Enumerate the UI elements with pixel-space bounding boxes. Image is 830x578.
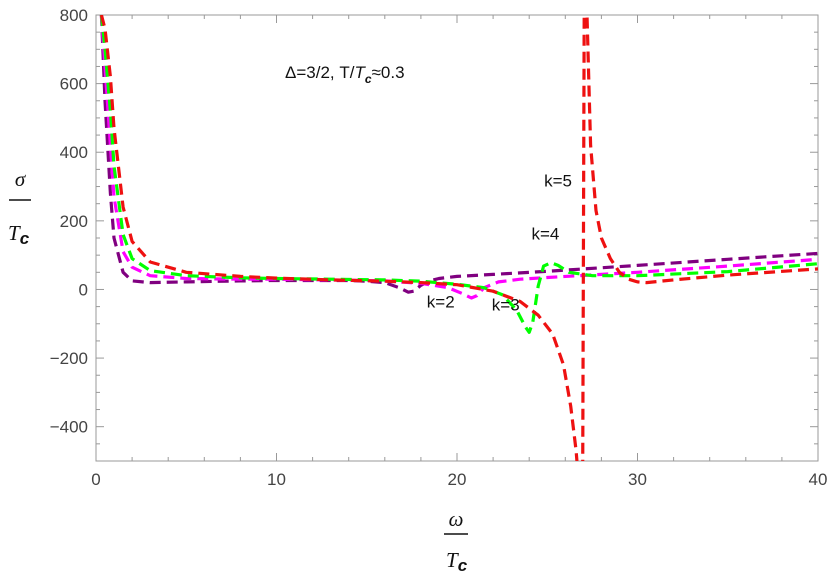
y-tick-label: 200 (60, 212, 88, 231)
x-axis-label-denom: Tc (446, 548, 468, 575)
x-tick-label: 10 (267, 470, 286, 489)
series-line-k2 (99, 15, 818, 294)
y-tick-label: 600 (60, 75, 88, 94)
y-tick-label: −200 (50, 349, 88, 368)
x-tick-label: 30 (628, 470, 647, 489)
ticks (95, 14, 819, 462)
annotation-label: k=3 (492, 296, 520, 315)
series-group (99, 15, 818, 461)
annotation-label: k=2 (427, 292, 455, 311)
x-tick-label: 20 (448, 470, 467, 489)
y-axis-label-denom: Tc (8, 221, 30, 248)
x-axis-label-numer: ω (449, 507, 464, 531)
tick-labels: 0 10 20 30 40 −400 −200 0 200 400 600 800 (50, 6, 828, 489)
series-line-k4 (99, 15, 818, 334)
x-axis-label: ω Tc (444, 507, 468, 575)
annotation-label: k=4 (531, 225, 559, 244)
annotations: k=2 k=3 k=4 k=5 (427, 172, 572, 315)
y-tick-label: 400 (60, 143, 88, 162)
y-axis-label-numer: σ (15, 167, 27, 191)
series-line-k5 (99, 15, 818, 461)
y-axis-label: σ Tc (8, 167, 31, 248)
y-tick-label: 0 (79, 280, 88, 299)
x-tick-label: 40 (809, 470, 828, 489)
x-tick-label: 0 (91, 470, 100, 489)
title-t-sub: c (365, 72, 372, 86)
title-t-italic: T (354, 63, 366, 82)
y-tick-label: −400 (50, 418, 88, 437)
plot-frame (95, 14, 819, 462)
annotation-label: k=5 (544, 172, 572, 191)
series-line-k3 (99, 15, 818, 300)
y-tick-label: 800 (60, 6, 88, 25)
chart-title: Δ=3/2, T/Tc≈0.3 (285, 63, 405, 86)
